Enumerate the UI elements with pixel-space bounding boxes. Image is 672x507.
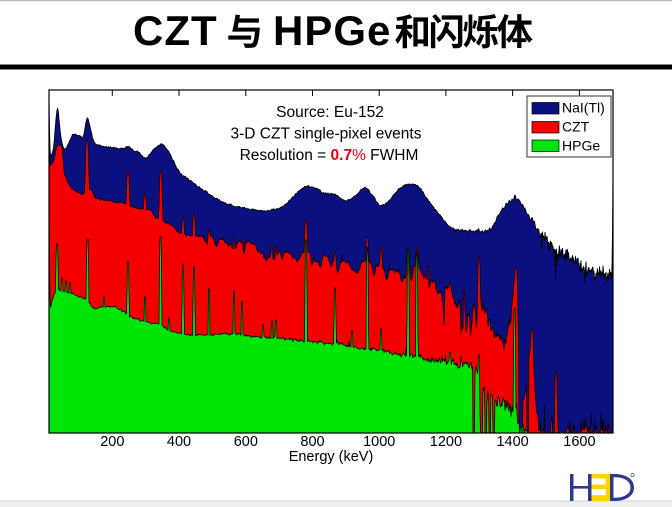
svg-text:NaI(Tl): NaI(Tl): [562, 100, 605, 116]
svg-text:Energy (keV): Energy (keV): [289, 449, 374, 465]
svg-text:Resolution = 0.7% FWHM: Resolution = 0.7% FWHM: [240, 147, 419, 164]
svg-text:1000: 1000: [363, 434, 395, 450]
svg-text:200: 200: [100, 434, 124, 450]
svg-text:1600: 1600: [563, 434, 595, 450]
svg-text:400: 400: [167, 434, 191, 450]
svg-text:Source: Eu-152: Source: Eu-152: [276, 104, 384, 121]
svg-text:CZT: CZT: [133, 7, 218, 54]
svg-text:1400: 1400: [496, 434, 528, 450]
svg-text:1200: 1200: [430, 434, 462, 450]
svg-text:800: 800: [300, 434, 324, 450]
svg-text:3-D CZT single-pixel events: 3-D CZT single-pixel events: [231, 126, 422, 143]
svg-text:600: 600: [234, 434, 258, 450]
svg-text:HPGe: HPGe: [273, 7, 391, 54]
svg-text:HPGe: HPGe: [562, 138, 600, 154]
svg-text:CZT: CZT: [562, 119, 590, 135]
